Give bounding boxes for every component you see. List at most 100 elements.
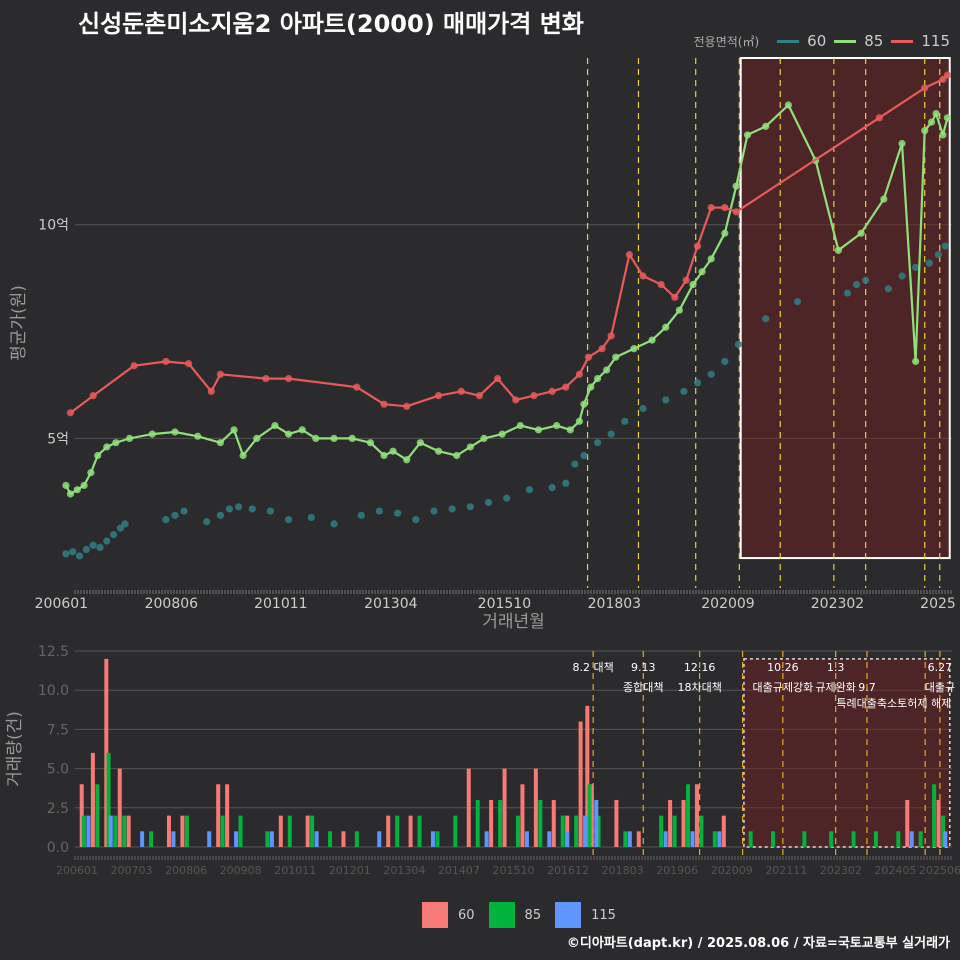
price-point-85 — [580, 400, 588, 408]
volume-x-tick-label: 201011 — [274, 864, 316, 877]
price-x-tick-label: 202009 — [701, 596, 754, 612]
volume-bar-85 — [475, 799, 480, 847]
price-point-85 — [921, 127, 929, 135]
price-point-115 — [598, 345, 606, 353]
area-legend: 전용면적(㎡) 60 85 115 — [694, 32, 950, 50]
price-point-60 — [607, 430, 615, 438]
volume-bar-60 — [694, 784, 699, 847]
price-point-85 — [434, 447, 443, 455]
price-point-85 — [125, 434, 134, 443]
volume-x-tick-label: 200601 — [56, 864, 98, 877]
price-point-85 — [253, 434, 261, 443]
price-point-85 — [80, 481, 88, 490]
price-point-60 — [307, 513, 315, 522]
volume-bar-115 — [663, 831, 668, 847]
volume-bar-115 — [484, 831, 489, 847]
volume-bar-85 — [498, 799, 503, 847]
volume-policy-annotation: 12.16 — [684, 661, 716, 674]
volume-bar-60 — [341, 831, 346, 847]
price-point-60 — [662, 396, 670, 404]
price-point-85 — [94, 451, 102, 460]
price-point-60 — [330, 520, 338, 528]
volume-policy-annotation: 대출규 — [925, 681, 955, 694]
price-point-85 — [603, 366, 611, 374]
price-point-85 — [389, 447, 397, 455]
volume-y-tick-label: 10.0 — [38, 683, 69, 699]
volume-bar-60 — [533, 768, 538, 847]
volume-bar-115 — [430, 831, 435, 847]
volume-bar-85 — [560, 815, 565, 847]
volume-bar-85 — [851, 831, 856, 847]
volume-policy-annotation: 8.2 대책 — [573, 661, 614, 674]
price-point-115 — [671, 293, 679, 301]
price-x-tick-label: 2025 — [920, 596, 956, 612]
legend-item-115: 115 — [891, 32, 950, 50]
volume-bar-60 — [614, 799, 619, 847]
price-point-115 — [475, 392, 484, 400]
price-point-60 — [580, 451, 588, 460]
volume-bar-115 — [627, 831, 632, 847]
price-point-60 — [571, 460, 579, 468]
price-point-85 — [148, 430, 156, 438]
volume-bar-60 — [386, 815, 391, 847]
price-point-115 — [693, 242, 702, 250]
price-point-60 — [69, 548, 77, 556]
volume-x-tick-label: 201304 — [383, 864, 425, 877]
price-point-85 — [87, 468, 95, 477]
price-point-60 — [284, 516, 293, 524]
volume-bar-60 — [126, 815, 131, 847]
price-point-85 — [898, 139, 906, 148]
volume-legend-box-60 — [422, 902, 448, 928]
volume-bar-85 — [435, 831, 440, 847]
price-point-115 — [943, 71, 952, 79]
price-point-115 — [185, 360, 193, 368]
volume-x-tick-label: 201612 — [547, 864, 589, 877]
volume-x-tick-label: 202405 — [874, 864, 916, 877]
price-point-85 — [103, 443, 111, 451]
volume-x-tick-label: 201803 — [602, 864, 644, 877]
price-point-85 — [612, 353, 620, 361]
volume-y-tick-label: 0.0 — [47, 840, 69, 856]
price-point-85 — [721, 229, 729, 237]
volume-bar-85 — [122, 815, 127, 847]
price-point-60 — [171, 511, 179, 519]
volume-legend: 60 85 115 — [422, 902, 630, 928]
price-point-85 — [366, 439, 374, 447]
price-point-60 — [225, 505, 234, 513]
volume-bar-85 — [873, 831, 878, 847]
volume-y-axis-label: 거래량(건) — [5, 711, 25, 787]
price-point-85 — [834, 246, 842, 254]
volume-bar-60 — [90, 752, 95, 847]
volume-bar-85 — [149, 831, 154, 847]
price-point-115 — [682, 276, 690, 284]
price-point-115 — [434, 392, 443, 400]
volume-policy-annotation: 18차대책 — [677, 681, 721, 694]
volume-bar-85 — [453, 815, 458, 847]
price-point-115 — [130, 362, 138, 370]
price-point-60 — [430, 507, 438, 515]
legend-item-85: 85 — [834, 32, 883, 50]
price-point-85 — [498, 430, 506, 438]
volume-x-tick-label: 201407 — [438, 864, 480, 877]
volume-policy-annotation: 6.27 — [928, 661, 953, 674]
area-legend-title: 전용면적(㎡) — [693, 34, 760, 49]
price-point-60 — [466, 503, 474, 511]
volume-x-tick-label: 202302 — [820, 864, 862, 877]
price-point-115 — [707, 203, 715, 212]
price-point-60 — [216, 511, 225, 519]
price-point-85 — [330, 434, 338, 443]
price-point-60 — [593, 439, 602, 447]
price-point-85 — [927, 118, 936, 126]
price-point-115 — [493, 374, 502, 383]
price-point-85 — [932, 109, 940, 118]
volume-bar-85 — [328, 831, 333, 847]
volume-bar-115 — [943, 831, 948, 847]
volume-bar-115 — [234, 831, 239, 847]
price-point-85 — [453, 451, 461, 460]
price-point-85 — [732, 182, 740, 190]
volume-bar-85 — [265, 831, 270, 847]
price-point-60 — [394, 509, 402, 517]
price-point-85 — [416, 439, 424, 447]
price-point-85 — [271, 421, 279, 430]
volume-bar-60 — [489, 799, 494, 847]
